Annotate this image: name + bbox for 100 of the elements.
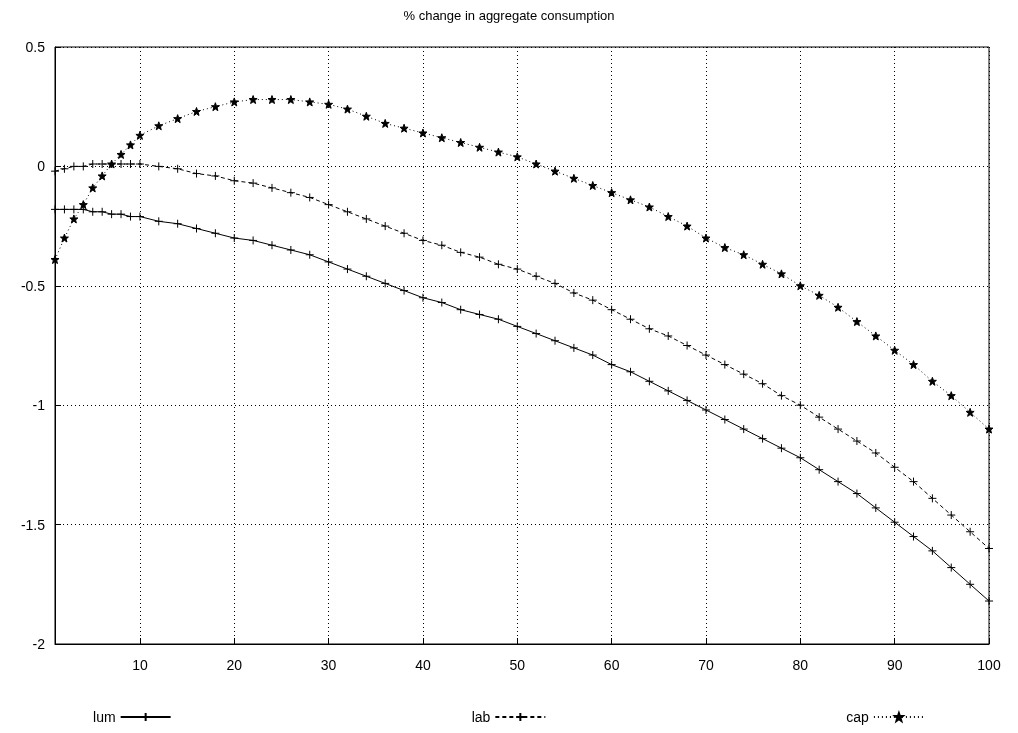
point xyxy=(229,176,239,186)
point xyxy=(418,235,428,245)
point xyxy=(229,233,239,243)
point xyxy=(682,341,692,350)
point xyxy=(50,255,60,265)
point xyxy=(116,159,126,169)
point xyxy=(342,207,352,217)
point xyxy=(456,138,466,148)
point xyxy=(210,228,220,238)
point xyxy=(776,269,786,279)
point xyxy=(286,245,296,255)
point xyxy=(758,259,768,269)
point xyxy=(644,202,654,212)
point xyxy=(550,336,560,346)
point xyxy=(833,477,843,487)
point xyxy=(588,181,598,190)
point xyxy=(135,212,145,222)
point xyxy=(493,147,503,157)
x-tick-label: 20 xyxy=(226,657,243,673)
point xyxy=(607,188,617,198)
point xyxy=(69,214,79,224)
point xyxy=(795,453,805,463)
point xyxy=(324,257,334,267)
point xyxy=(720,360,730,370)
point xyxy=(927,493,937,503)
point xyxy=(286,95,296,105)
point xyxy=(965,579,975,589)
y-tick-label: -2 xyxy=(32,636,46,652)
point xyxy=(493,314,503,324)
point xyxy=(833,424,843,434)
point xyxy=(88,207,98,217)
point xyxy=(286,188,296,198)
x-tick-label: 70 xyxy=(698,657,714,673)
point xyxy=(361,111,371,121)
point xyxy=(324,99,334,109)
point xyxy=(173,114,183,124)
point xyxy=(625,314,635,324)
point xyxy=(663,386,673,396)
point xyxy=(550,166,560,176)
point xyxy=(871,331,881,341)
point xyxy=(512,321,522,331)
point xyxy=(739,250,749,260)
point xyxy=(550,278,560,288)
point xyxy=(361,214,371,224)
point xyxy=(78,161,88,171)
point xyxy=(475,309,485,319)
point xyxy=(569,173,579,183)
point xyxy=(625,195,635,205)
point xyxy=(135,159,145,169)
point xyxy=(852,489,862,499)
point xyxy=(927,376,937,386)
point xyxy=(909,477,919,487)
point xyxy=(248,178,258,188)
point xyxy=(154,121,164,131)
point xyxy=(682,221,692,231)
point xyxy=(456,305,466,315)
point xyxy=(88,183,98,193)
point xyxy=(890,517,900,527)
point xyxy=(814,412,824,422)
point xyxy=(720,243,730,253)
point xyxy=(88,159,98,169)
point xyxy=(984,424,994,434)
point xyxy=(927,546,937,556)
point xyxy=(871,503,881,513)
point xyxy=(833,302,843,312)
point xyxy=(625,367,635,377)
point xyxy=(984,543,994,553)
point xyxy=(701,233,711,243)
point xyxy=(69,161,79,171)
point xyxy=(59,204,69,214)
point xyxy=(852,317,862,327)
y-tick-label: 0.5 xyxy=(25,39,46,55)
point xyxy=(154,161,164,171)
point xyxy=(399,286,409,296)
point xyxy=(644,324,654,334)
x-tick-label: 10 xyxy=(132,657,148,673)
point xyxy=(475,252,485,262)
point xyxy=(946,510,956,520)
point xyxy=(305,192,315,202)
point xyxy=(78,200,88,210)
point xyxy=(588,295,598,305)
point xyxy=(267,183,277,193)
point xyxy=(965,407,975,417)
point xyxy=(192,169,202,179)
point xyxy=(890,345,900,355)
point xyxy=(758,434,768,444)
point xyxy=(456,247,466,257)
point xyxy=(324,200,334,210)
point xyxy=(192,106,202,116)
point xyxy=(531,329,541,339)
point xyxy=(569,288,579,298)
point xyxy=(814,290,824,300)
point xyxy=(946,391,956,401)
y-tick-label: 0 xyxy=(37,158,46,175)
point xyxy=(248,235,258,245)
point xyxy=(125,212,135,222)
point xyxy=(475,142,485,152)
point xyxy=(69,204,79,214)
point xyxy=(380,278,390,288)
point xyxy=(342,104,352,114)
